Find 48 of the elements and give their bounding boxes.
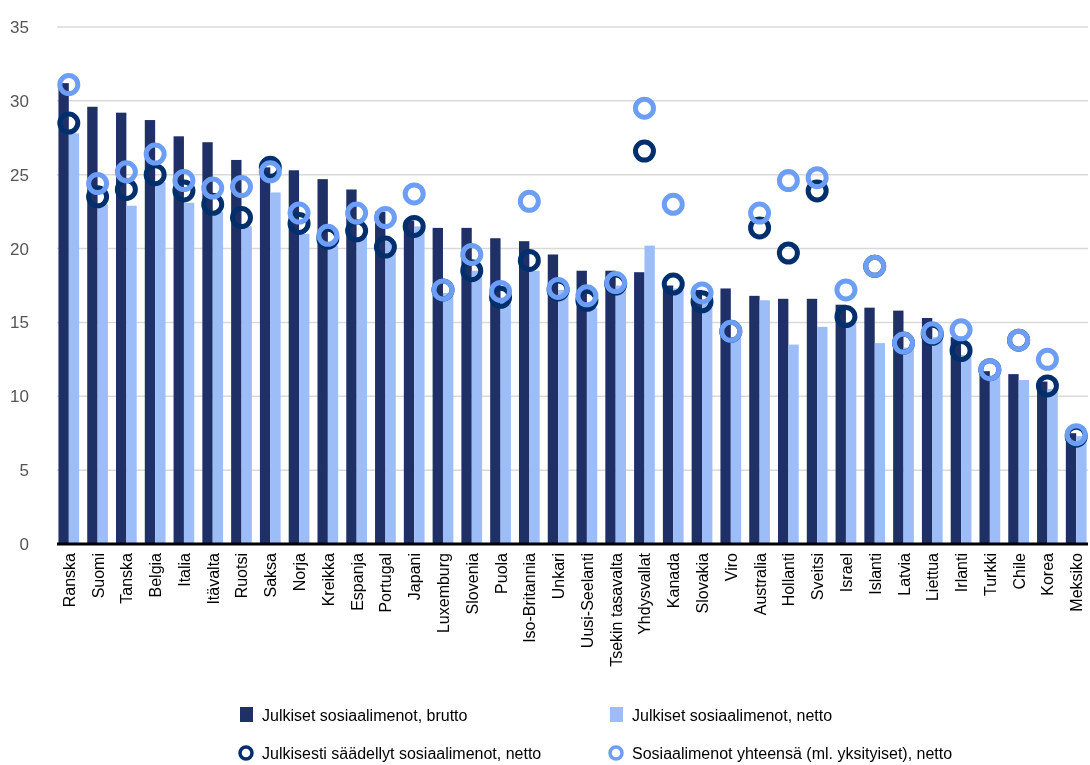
- x-tick-label: Portugal: [377, 553, 395, 613]
- y-tick-label: 35: [10, 17, 29, 37]
- x-tick-label: Ranska: [60, 552, 78, 608]
- y-tick-label: 20: [10, 239, 29, 259]
- x-tick-label: Espanja: [348, 552, 366, 611]
- y-tick-label: 25: [10, 165, 29, 185]
- y-tick-label: 0: [19, 534, 29, 554]
- x-tick-label: Belgia: [147, 552, 165, 598]
- x-tick-label: Latvia: [895, 552, 913, 596]
- legend-label: Sosiaalimenot yhteensä (ml. yksityiset), netto: [632, 744, 953, 762]
- x-tick-label: Kanada: [665, 552, 683, 609]
- x-tick-label: Australia: [751, 552, 769, 616]
- legend-label: Julkiset sosiaalimenot, brutto: [262, 706, 468, 724]
- x-tick-label: Italia: [175, 552, 193, 587]
- y-tick-label: 30: [10, 91, 29, 111]
- x-tick-label: Puola: [492, 552, 510, 594]
- x-tick-label: Chile: [1010, 552, 1028, 590]
- x-tick-label: Japani: [406, 553, 424, 601]
- x-tick-label: Slovakia: [694, 552, 712, 614]
- x-tick-label: Korea: [1039, 552, 1057, 596]
- x-tick-label: Norja: [291, 552, 309, 592]
- y-tick-label: 10: [10, 387, 29, 407]
- x-tick-label: Liettua: [924, 552, 942, 602]
- x-tick-label: Irlanti: [953, 553, 971, 593]
- y-tick-label: 5: [19, 461, 29, 481]
- x-tick-label: Israel: [837, 553, 855, 593]
- x-tick-label: Viro: [722, 552, 740, 582]
- x-tick-label: Uusi-Seelanti: [578, 553, 596, 649]
- x-tick-label: Ruotsi: [233, 553, 251, 599]
- legend-label: Julkisesti säädellyt sosiaalimenot, netto: [262, 744, 542, 762]
- x-tick-label: Iso-Britannia: [521, 552, 539, 643]
- x-tick-label: Hollanti: [780, 553, 798, 607]
- y-tick-label: 15: [10, 313, 29, 333]
- x-tick-label: Islanti: [866, 553, 884, 595]
- x-tick-label: Tanska: [118, 552, 136, 604]
- x-tick-label: Saksa: [262, 552, 280, 598]
- x-tick-label: Meksiko: [1068, 552, 1086, 612]
- x-tick-label: Slovenia: [463, 552, 481, 615]
- x-tick-label: Tsekin tasavalta: [607, 552, 625, 667]
- x-tick-label: Yhdysvallat: [636, 552, 654, 635]
- x-tick-label: Kreikka: [319, 552, 337, 607]
- legend-label: Julkiset sosiaalimenot, netto: [632, 706, 833, 724]
- x-tick-label: Turkki: [981, 553, 999, 596]
- x-tick-label: Luxemburg: [434, 553, 452, 634]
- x-tick-label: Suomi: [89, 553, 107, 599]
- x-tick-label: Unkari: [550, 553, 568, 600]
- x-tick-label: Itävalta: [204, 552, 222, 605]
- x-tick-label: Sveitsi: [809, 553, 827, 601]
